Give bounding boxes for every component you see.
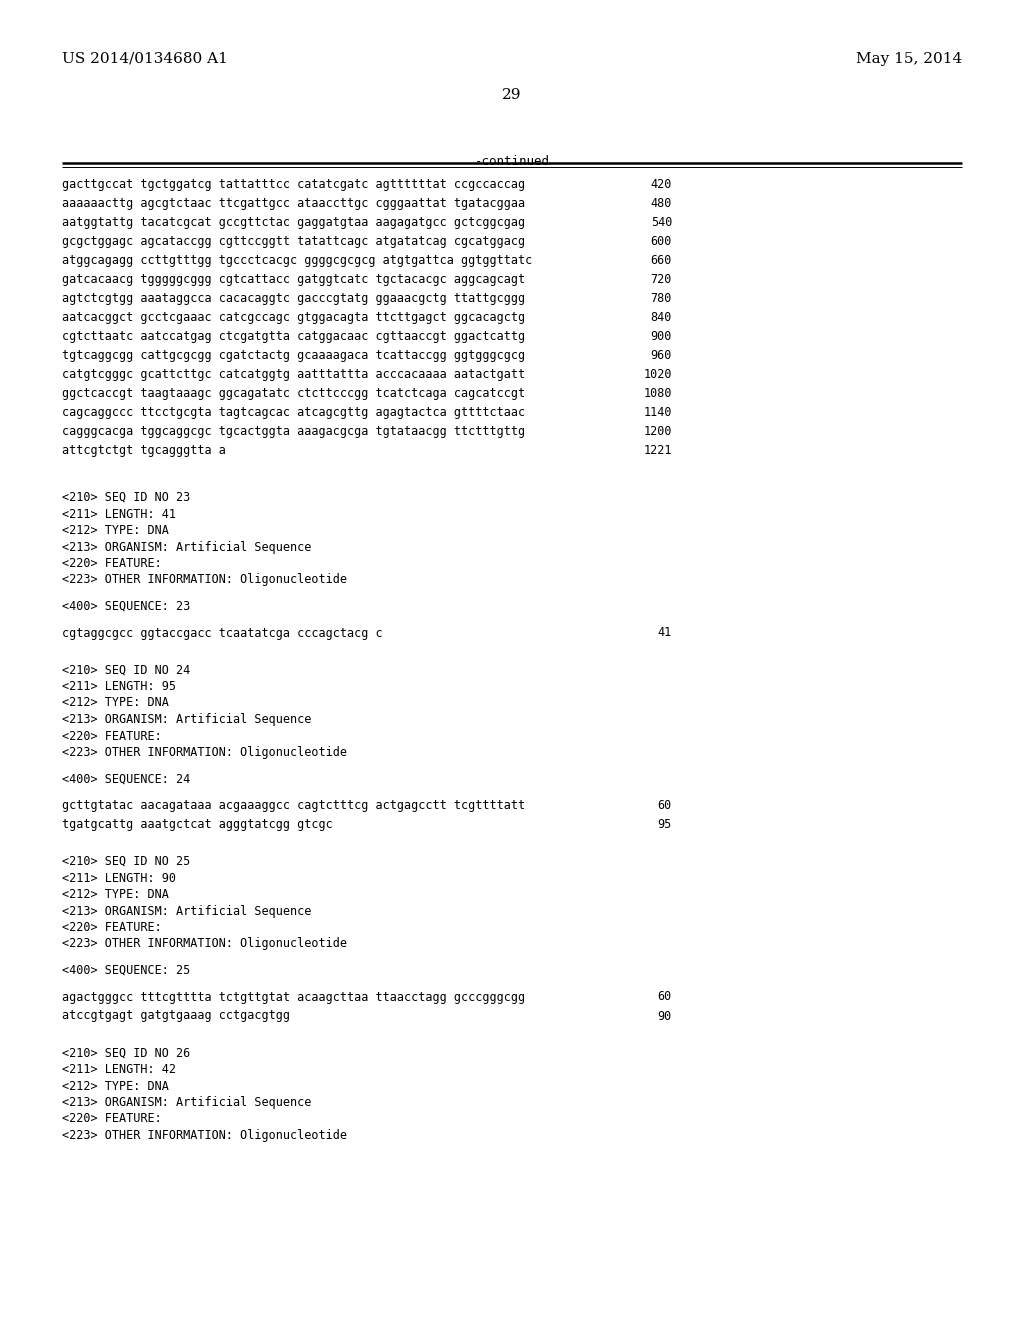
Text: <211> LENGTH: 90: <211> LENGTH: 90 — [62, 871, 176, 884]
Text: May 15, 2014: May 15, 2014 — [856, 51, 962, 66]
Text: 480: 480 — [650, 197, 672, 210]
Text: atccgtgagt gatgtgaaag cctgacgtgg: atccgtgagt gatgtgaaag cctgacgtgg — [62, 1010, 290, 1023]
Text: gcttgtatac aacagataaa acgaaaggcc cagtctttcg actgagcctt tcgttttatt: gcttgtatac aacagataaa acgaaaggcc cagtctt… — [62, 799, 525, 812]
Text: ggctcaccgt taagtaaagc ggcagatatc ctcttcccgg tcatctcaga cagcatccgt: ggctcaccgt taagtaaagc ggcagatatc ctcttcc… — [62, 387, 525, 400]
Text: 1200: 1200 — [643, 425, 672, 438]
Text: <213> ORGANISM: Artificial Sequence: <213> ORGANISM: Artificial Sequence — [62, 904, 311, 917]
Text: 60: 60 — [657, 990, 672, 1003]
Text: <211> LENGTH: 95: <211> LENGTH: 95 — [62, 680, 176, 693]
Text: 41: 41 — [657, 627, 672, 639]
Text: <223> OTHER INFORMATION: Oligonucleotide: <223> OTHER INFORMATION: Oligonucleotide — [62, 1129, 347, 1142]
Text: <211> LENGTH: 41: <211> LENGTH: 41 — [62, 507, 176, 520]
Text: <211> LENGTH: 42: <211> LENGTH: 42 — [62, 1063, 176, 1076]
Text: <220> FEATURE:: <220> FEATURE: — [62, 921, 162, 935]
Text: tgtcaggcgg cattgcgcgg cgatctactg gcaaaagaca tcattaccgg ggtgggcgcg: tgtcaggcgg cattgcgcgg cgatctactg gcaaaag… — [62, 348, 525, 362]
Text: tgatgcattg aaatgctcat agggtatcgg gtcgc: tgatgcattg aaatgctcat agggtatcgg gtcgc — [62, 818, 333, 832]
Text: 720: 720 — [650, 273, 672, 286]
Text: aatcacggct gcctcgaaac catcgccagc gtggacagta ttcttgagct ggcacagctg: aatcacggct gcctcgaaac catcgccagc gtggaca… — [62, 312, 525, 323]
Text: 1140: 1140 — [643, 407, 672, 418]
Text: <220> FEATURE:: <220> FEATURE: — [62, 730, 162, 742]
Text: 780: 780 — [650, 292, 672, 305]
Text: <210> SEQ ID NO 23: <210> SEQ ID NO 23 — [62, 491, 190, 504]
Text: <213> ORGANISM: Artificial Sequence: <213> ORGANISM: Artificial Sequence — [62, 540, 311, 553]
Text: <212> TYPE: DNA: <212> TYPE: DNA — [62, 1080, 169, 1093]
Text: gacttgccat tgctggatcg tattatttcc catatcgatc agttttttat ccgccaccag: gacttgccat tgctggatcg tattatttcc catatcg… — [62, 178, 525, 191]
Text: 95: 95 — [657, 818, 672, 832]
Text: <400> SEQUENCE: 24: <400> SEQUENCE: 24 — [62, 772, 190, 785]
Text: catgtcgggc gcattcttgc catcatggtg aatttattta acccacaaaa aatactgatt: catgtcgggc gcattcttgc catcatggtg aatttat… — [62, 368, 525, 381]
Text: <212> TYPE: DNA: <212> TYPE: DNA — [62, 888, 169, 902]
Text: 600: 600 — [650, 235, 672, 248]
Text: <220> FEATURE:: <220> FEATURE: — [62, 1113, 162, 1126]
Text: 90: 90 — [657, 1010, 672, 1023]
Text: <400> SEQUENCE: 23: <400> SEQUENCE: 23 — [62, 601, 190, 612]
Text: 660: 660 — [650, 253, 672, 267]
Text: <210> SEQ ID NO 26: <210> SEQ ID NO 26 — [62, 1047, 190, 1060]
Text: agtctcgtgg aaataggcca cacacaggtc gacccgtatg ggaaacgctg ttattgcggg: agtctcgtgg aaataggcca cacacaggtc gacccgt… — [62, 292, 525, 305]
Text: attcgtctgt tgcagggtta a: attcgtctgt tgcagggtta a — [62, 444, 226, 457]
Text: <210> SEQ ID NO 25: <210> SEQ ID NO 25 — [62, 855, 190, 869]
Text: <210> SEQ ID NO 24: <210> SEQ ID NO 24 — [62, 664, 190, 676]
Text: atggcagagg ccttgtttgg tgccctcacgc ggggcgcgcg atgtgattca ggtggttatc: atggcagagg ccttgtttgg tgccctcacgc ggggcg… — [62, 253, 532, 267]
Text: gcgctggagc agcataccgg cgttccggtt tatattcagc atgatatcag cgcatggacg: gcgctggagc agcataccgg cgttccggtt tatattc… — [62, 235, 525, 248]
Text: 1221: 1221 — [643, 444, 672, 457]
Text: <212> TYPE: DNA: <212> TYPE: DNA — [62, 697, 169, 710]
Text: <220> FEATURE:: <220> FEATURE: — [62, 557, 162, 570]
Text: gatcacaacg tgggggcggg cgtcattacc gatggtcatc tgctacacgc aggcagcagt: gatcacaacg tgggggcggg cgtcattacc gatggtc… — [62, 273, 525, 286]
Text: <212> TYPE: DNA: <212> TYPE: DNA — [62, 524, 169, 537]
Text: cagcaggccc ttcctgcgta tagtcagcac atcagcgttg agagtactca gttttctaac: cagcaggccc ttcctgcgta tagtcagcac atcagcg… — [62, 407, 525, 418]
Text: 60: 60 — [657, 799, 672, 812]
Text: agactgggcc tttcgtttta tctgttgtat acaagcttaa ttaacctagg gcccgggcgg: agactgggcc tttcgtttta tctgttgtat acaagct… — [62, 990, 525, 1003]
Text: cgtcttaatc aatccatgag ctcgatgtta catggacaac cgttaaccgt ggactcattg: cgtcttaatc aatccatgag ctcgatgtta catggac… — [62, 330, 525, 343]
Text: <223> OTHER INFORMATION: Oligonucleotide: <223> OTHER INFORMATION: Oligonucleotide — [62, 746, 347, 759]
Text: 29: 29 — [502, 88, 522, 102]
Text: <223> OTHER INFORMATION: Oligonucleotide: <223> OTHER INFORMATION: Oligonucleotide — [62, 937, 347, 950]
Text: 540: 540 — [650, 216, 672, 228]
Text: aatggtattg tacatcgcat gccgttctac gaggatgtaa aagagatgcc gctcggcgag: aatggtattg tacatcgcat gccgttctac gaggatg… — [62, 216, 525, 228]
Text: cagggcacga tggcaggcgc tgcactggta aaagacgcga tgtataacgg ttctttgttg: cagggcacga tggcaggcgc tgcactggta aaagacg… — [62, 425, 525, 438]
Text: 1080: 1080 — [643, 387, 672, 400]
Text: <213> ORGANISM: Artificial Sequence: <213> ORGANISM: Artificial Sequence — [62, 713, 311, 726]
Text: <400> SEQUENCE: 25: <400> SEQUENCE: 25 — [62, 964, 190, 977]
Text: 960: 960 — [650, 348, 672, 362]
Text: 1020: 1020 — [643, 368, 672, 381]
Text: 900: 900 — [650, 330, 672, 343]
Text: 840: 840 — [650, 312, 672, 323]
Text: <223> OTHER INFORMATION: Oligonucleotide: <223> OTHER INFORMATION: Oligonucleotide — [62, 573, 347, 586]
Text: -continued: -continued — [474, 154, 550, 168]
Text: <213> ORGANISM: Artificial Sequence: <213> ORGANISM: Artificial Sequence — [62, 1096, 311, 1109]
Text: cgtaggcgcc ggtaccgacc tcaatatcga cccagctacg c: cgtaggcgcc ggtaccgacc tcaatatcga cccagct… — [62, 627, 383, 639]
Text: US 2014/0134680 A1: US 2014/0134680 A1 — [62, 51, 228, 66]
Text: 420: 420 — [650, 178, 672, 191]
Text: aaaaaacttg agcgtctaac ttcgattgcc ataaccttgc cgggaattat tgatacggaa: aaaaaacttg agcgtctaac ttcgattgcc ataacct… — [62, 197, 525, 210]
